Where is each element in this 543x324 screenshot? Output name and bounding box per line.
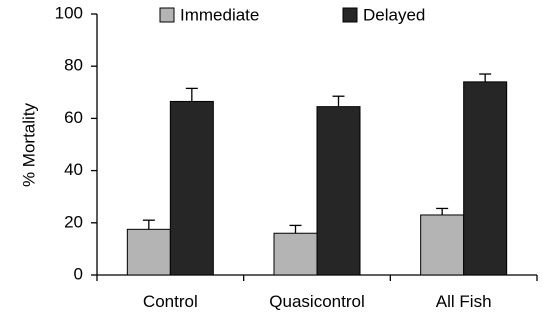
legend-swatch-delayed [342,7,358,23]
y-tick-label: 100 [55,3,83,22]
x-axis: Control Quasicontrol All Fish [96,274,538,311]
y-axis-title: % Mortality [19,102,38,187]
y-tick-label: 40 [64,160,83,179]
bar-delayed-quasicontrol [316,106,361,276]
bars [126,73,508,276]
legend: Immediate Delayed [159,5,425,24]
legend-label-immediate: Immediate [180,5,259,24]
y-tick-label: 60 [64,108,83,127]
bar-delayed-all-fish [463,81,508,276]
bar-delayed-control [169,100,214,276]
legend-swatch-immediate [159,7,175,23]
x-tick-label: All Fish [436,292,492,311]
bar-immediate-control [126,228,171,276]
x-tick-label: Control [143,292,198,311]
y-tick-label: 20 [64,212,83,231]
y-axis: 0 20 40 60 80 100 [55,3,98,283]
y-tick-label: 0 [74,264,83,283]
x-tick-label: Quasicontrol [269,292,364,311]
bar-immediate-quasicontrol [273,232,318,276]
legend-label-delayed: Delayed [363,5,425,24]
bar-immediate-all-fish [420,214,465,276]
y-tick-label: 80 [64,56,83,75]
